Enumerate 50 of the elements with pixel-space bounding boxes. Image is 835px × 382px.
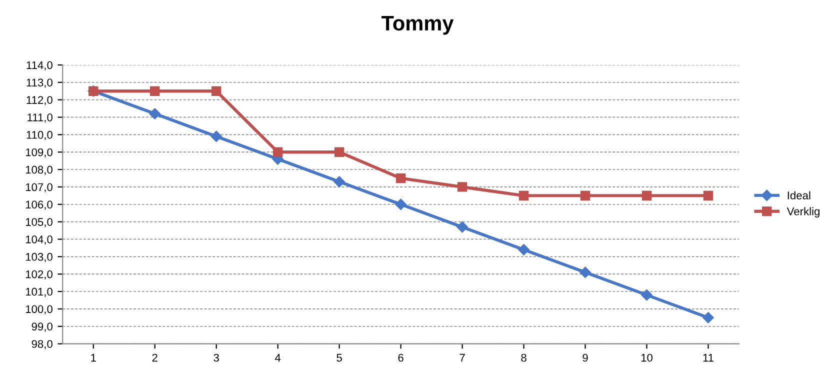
point xyxy=(396,173,406,184)
x-tick-label: 9 xyxy=(582,354,588,362)
point xyxy=(149,108,160,120)
y-tick-label: 98,0 xyxy=(32,340,52,350)
y-tick-label: 100,0 xyxy=(26,305,52,314)
x-tick-label: 3 xyxy=(214,354,219,362)
x-tick-label: 5 xyxy=(336,354,342,362)
point xyxy=(703,190,714,201)
point xyxy=(210,130,222,142)
y-tick-label: 104,0 xyxy=(26,235,52,245)
x-tick-label: 7 xyxy=(460,354,465,362)
y-tick-label: 107,0 xyxy=(26,183,52,192)
point xyxy=(641,289,652,301)
x-tick-label: 11 xyxy=(703,354,714,362)
point xyxy=(334,176,345,188)
chart-title: Tommy xyxy=(381,16,454,35)
point xyxy=(580,190,590,201)
point xyxy=(150,86,160,96)
legend-label: Ideal xyxy=(788,191,810,200)
x-tick-label: 2 xyxy=(152,354,158,362)
x-tick-label: 10 xyxy=(641,354,652,362)
point xyxy=(457,182,468,192)
point xyxy=(272,147,283,157)
point xyxy=(518,244,530,256)
y-tick-label: 102,0 xyxy=(26,270,52,280)
y-tick-label: 112,0 xyxy=(26,96,52,106)
y-tick-label: 106,0 xyxy=(26,200,52,210)
y-tick-label: 109,0 xyxy=(26,148,52,158)
y-tick-label: 114,0 xyxy=(26,61,52,70)
legend-label: Verklig xyxy=(786,207,820,218)
point xyxy=(456,221,468,233)
x-tick-label: 8 xyxy=(521,354,526,362)
y-tick-label: 99,0 xyxy=(32,322,52,332)
x-tick-label: 1 xyxy=(91,354,96,362)
y-tick-label: 101,0 xyxy=(26,288,52,297)
point xyxy=(580,266,591,278)
point xyxy=(211,86,222,96)
y-tick-label: 108,0 xyxy=(26,166,52,175)
point xyxy=(334,147,344,157)
y-tick-label: 105,0 xyxy=(26,218,52,228)
y-tick-label: 111,0 xyxy=(28,113,52,123)
y-tick-label: 110,0 xyxy=(26,130,52,140)
x-tick-label: 6 xyxy=(398,354,404,362)
y-tick-label: 113,0 xyxy=(26,78,52,88)
point xyxy=(642,190,652,201)
point xyxy=(395,198,406,210)
point xyxy=(702,312,714,324)
point xyxy=(518,190,529,201)
x-tick-label: 4 xyxy=(274,354,281,362)
y-tick-label: 103,0 xyxy=(26,252,52,262)
